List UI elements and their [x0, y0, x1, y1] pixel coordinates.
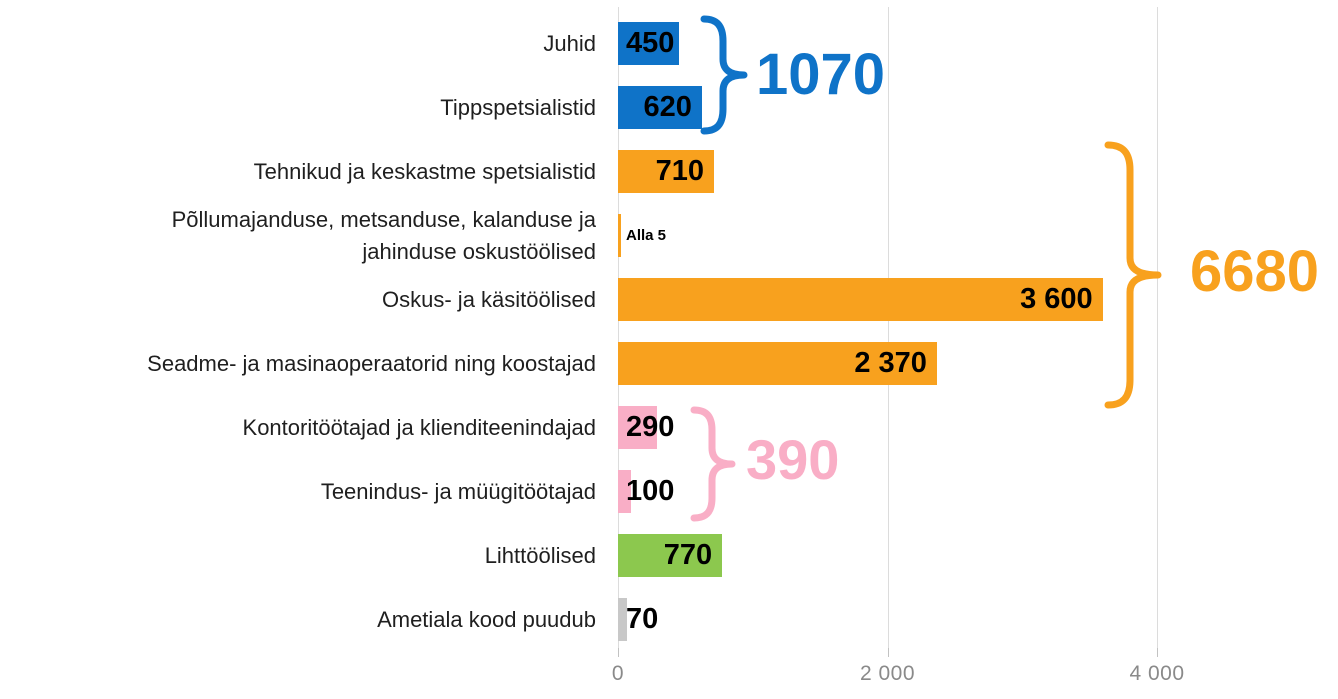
bar: 290 [618, 406, 674, 449]
bar: 2 370 [618, 342, 938, 385]
category-label: Tippspetsialistid [440, 94, 596, 120]
chart-row: Tippspetsialistid 620 [0, 86, 1338, 129]
chart-row: Lihttöölised 770 [0, 534, 1338, 577]
group-total-label-orange: 6680 [1190, 239, 1320, 304]
axis-tick-label-0: 0 [611, 662, 625, 685]
chart-row: Juhid 450 [0, 22, 1338, 65]
chart-row: Seadme- ja masinaoperaatorid ning koosta… [0, 342, 1338, 385]
chart-row: Teenindus- ja müügitöötajad 100 [0, 470, 1338, 513]
group-total-label-pink: 390 [746, 428, 840, 491]
category-label: Tehnikud ja keskastme spetsialistid [253, 158, 596, 184]
brace-pink [690, 406, 736, 522]
axis-tick-2000 [887, 648, 889, 657]
axis-tick-label-2000: 2 000 [859, 662, 916, 685]
category-label: Oskus- ja käsitöölised [382, 286, 596, 312]
category-label: Seadme- ja masinaoperaatorid ning koosta… [147, 350, 596, 376]
bar-value-label: 710 [655, 155, 705, 187]
category-label: Ametiala kood puudub [377, 606, 596, 632]
category-label: Juhid [543, 30, 596, 56]
category-label: Kontoritöötajad ja klienditeenindajad [242, 414, 596, 440]
gridline-2000 [887, 7, 889, 648]
chart-row: Ametiala kood puudub 70 [0, 598, 1338, 641]
bar-value-label: 620 [643, 91, 692, 123]
axis-tick-0 [618, 648, 619, 657]
brace-blue [700, 15, 748, 135]
bar-value-label: 100 [626, 475, 675, 507]
gridline-0 [618, 7, 619, 648]
bar: Alla 5 [618, 214, 666, 257]
bar-value-label: 2 370 [854, 347, 927, 379]
brace-orange [1104, 141, 1162, 409]
axis-tick-label-4000: 4 000 [1129, 662, 1185, 685]
chart-row: Põllumajanduse, metsanduse, kalanduse ja… [0, 206, 1338, 264]
bar: 70 [618, 598, 658, 641]
bar-value-label: 450 [626, 27, 675, 59]
bar-value-label: 3 600 [1020, 283, 1093, 315]
category-label: Põllumajanduse, metsanduse, kalanduse ja… [171, 206, 596, 264]
group-total-label-blue: 1070 [756, 42, 886, 107]
chart-row: Oskus- ja käsitöölised 3 600 [0, 278, 1338, 321]
bar: 710 [618, 150, 714, 193]
bar: 3 600 [618, 278, 1104, 321]
bar: 100 [618, 470, 674, 513]
bar-value-label: 290 [626, 411, 675, 443]
bar: 620 [618, 86, 702, 129]
chart-row: Tehnikud ja keskastme spetsialistid 710 [0, 150, 1338, 193]
bar-value-label: Alla 5 [626, 227, 667, 244]
bar-value-label: 770 [663, 539, 713, 571]
gridline-4000 [1157, 7, 1158, 648]
chart-row: Kontoritöötajad ja klienditeenindajad 29… [0, 406, 1338, 449]
category-label: Teenindus- ja müügitöötajad [320, 478, 596, 504]
bar-value-label: 70 [626, 603, 659, 635]
bar: 450 [618, 22, 679, 65]
axis-tick-4000 [1157, 648, 1158, 657]
category-label: Lihttöölised [484, 542, 596, 568]
bar: 770 [618, 534, 722, 577]
